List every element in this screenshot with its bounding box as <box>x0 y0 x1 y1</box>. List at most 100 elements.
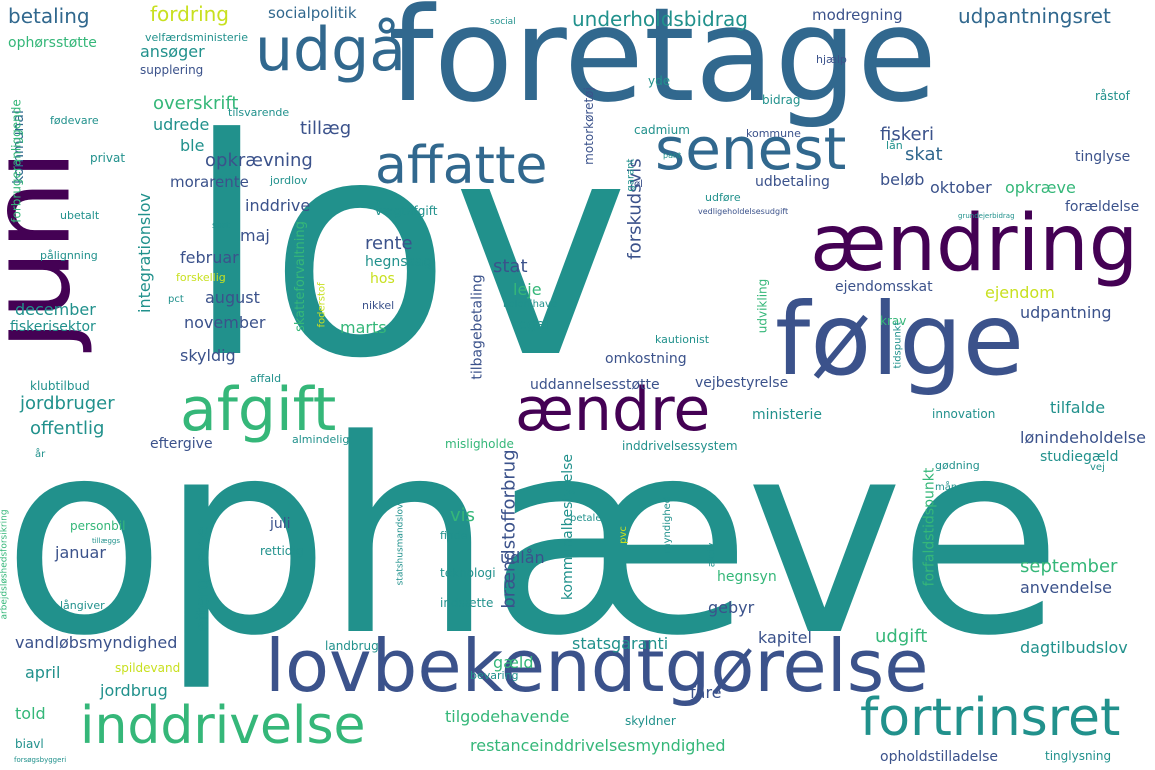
cloud-word: integrationslov <box>134 193 154 313</box>
cloud-word: inddrivelse <box>80 696 366 756</box>
cloud-word: privat <box>90 151 126 165</box>
cloud-word: april <box>25 663 61 682</box>
cloud-word: indsætte <box>440 596 494 610</box>
cloud-word: ejendom <box>985 283 1055 302</box>
cloud-word: beløb <box>880 170 925 189</box>
cloud-word: ansøger <box>140 42 205 61</box>
cloud-word: landbrug <box>325 639 379 653</box>
cloud-word: år <box>35 449 46 460</box>
cloud-word: kolonihave <box>503 299 558 310</box>
cloud-word: vægtafgift <box>375 204 438 218</box>
cloud-word: maj <box>240 226 270 245</box>
cloud-word: forsøgsbyggeri <box>14 756 67 764</box>
cloud-word: februar <box>180 248 239 267</box>
cloud-word: hegnsyn <box>717 569 777 585</box>
cloud-word: hos <box>370 271 395 287</box>
cloud-word: gebyr <box>708 598 755 617</box>
cloud-word: ophæve <box>2 383 1063 695</box>
cloud-word: jordlov <box>270 174 308 187</box>
cloud-word: morarente <box>170 173 249 191</box>
cloud-word: statshusmandslov <box>395 503 406 586</box>
cloud-word: januar <box>55 543 106 562</box>
cloud-word: udføre <box>705 191 741 204</box>
cloud-word: foretage <box>388 0 938 131</box>
cloud-word: långiver <box>60 599 105 612</box>
cloud-word: aktiv <box>706 542 718 568</box>
cloud-word: lov <box>185 75 630 424</box>
cloud-word: vis <box>450 505 476 526</box>
cloud-word: spildevand <box>115 661 181 675</box>
cloud-word: tillæggs <box>92 537 120 545</box>
cloud-word: lønindeholdelse <box>1020 428 1146 447</box>
cloud-word: pålignning <box>40 249 98 262</box>
cloud-word: senest <box>655 115 847 183</box>
cloud-word: myndighed <box>662 496 674 554</box>
cloud-word: brændstofforbrug <box>498 449 520 609</box>
cloud-word: pct <box>168 294 184 305</box>
cloud-word: ble <box>180 136 205 155</box>
cloud-word: underholdsbidrag <box>572 7 748 31</box>
cloud-word: uddannelsesstøtte <box>530 377 660 393</box>
cloud-word: tidspunkt <box>892 321 904 369</box>
cloud-word: kapitel <box>758 628 812 647</box>
cloud-word: cadmium <box>634 123 690 137</box>
cloud-word: måned <box>935 482 970 493</box>
cloud-word: fiskeri <box>880 124 934 145</box>
cloud-word: vedligeholdelsesudgift <box>698 207 789 216</box>
cloud-word: velfærdsministerie <box>145 31 249 44</box>
cloud-word: jordbrug <box>100 681 168 700</box>
cloud-word: gødning <box>935 459 980 472</box>
cloud-word: fare <box>690 683 722 702</box>
cloud-word: told <box>15 704 46 723</box>
cloud-word: gæld <box>493 653 534 672</box>
cloud-word: råstof <box>1095 89 1130 103</box>
cloud-word: regel <box>513 317 549 333</box>
cloud-word: personbil <box>70 519 126 533</box>
cloud-word: fortrinsret <box>860 688 1121 748</box>
cloud-word: grundejerbidrag <box>958 212 1015 220</box>
cloud-word: bidrag <box>762 93 801 107</box>
cloud-word: restanceinddrivelsesmyndighed <box>470 736 726 755</box>
cloud-word: oktober <box>930 178 992 197</box>
cloud-word: skyldner <box>625 714 676 728</box>
cloud-word: opkrævning <box>205 150 313 171</box>
cloud-word: modregning <box>812 6 903 24</box>
cloud-word: forbrugeranliggende <box>9 99 24 223</box>
cloud-word: tinglysning <box>1045 749 1112 763</box>
cloud-word: betale <box>570 513 602 524</box>
cloud-word: arbejdsløshedsforsikring <box>0 509 10 620</box>
cloud-word: offentlig <box>30 418 105 439</box>
cloud-word: lovbekendtgørelse <box>265 624 929 708</box>
cloud-word: november <box>184 313 266 332</box>
cloud-word: opkræve <box>1005 178 1076 197</box>
cloud-word: inddrive <box>245 196 311 215</box>
cloud-word: skyldig <box>180 346 236 365</box>
cloud-word: tinglyse <box>1075 149 1131 165</box>
cloud-word: pant <box>663 151 682 160</box>
cloud-word: udbetaling <box>755 174 830 190</box>
cloud-word: fiskerisektor <box>10 319 96 335</box>
cloud-word: tilbagebetaling <box>469 274 486 380</box>
cloud-word: finde <box>440 529 468 542</box>
cloud-word: inddrivelsessystem <box>622 439 738 453</box>
cloud-word: fødevare <box>50 114 99 127</box>
cloud-word: udpantning <box>1020 303 1112 322</box>
cloud-word: kommune <box>746 127 801 140</box>
cloud-word: anvendelse <box>1020 578 1113 597</box>
cloud-word: foderstof <box>316 282 328 328</box>
cloud-word: rettidig <box>260 544 304 558</box>
cloud-word: socialpolitik <box>268 4 357 22</box>
cloud-word: teknologi <box>440 566 496 580</box>
cloud-word: kautionist <box>655 333 710 346</box>
cloud-word: tilsvarende <box>228 106 290 119</box>
cloud-word: statsgaranti <box>572 634 669 653</box>
cloud-word: stat <box>493 256 528 277</box>
cloud-word: hjælp <box>816 53 847 66</box>
cloud-word: kommunalbestyrelse <box>560 453 577 601</box>
cloud-word: skat <box>905 144 943 165</box>
cloud-word: forskellig <box>176 271 226 284</box>
cloud-word: klubtilbud <box>30 379 90 393</box>
cloud-word: pvc <box>617 526 629 544</box>
cloud-word: opholdstilladelse <box>880 749 998 765</box>
cloud-word: tilgodehavende <box>445 707 570 726</box>
